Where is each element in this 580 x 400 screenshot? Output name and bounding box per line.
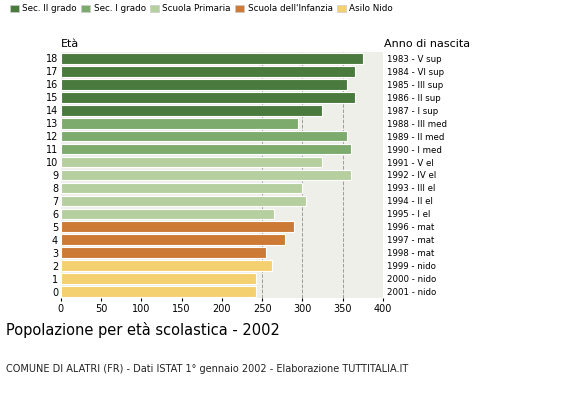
Text: COMUNE DI ALATRI (FR) - Dati ISTAT 1° gennaio 2002 - Elaborazione TUTTITALIA.IT: COMUNE DI ALATRI (FR) - Dati ISTAT 1° ge… [6, 364, 408, 374]
Bar [61, 222, 294, 232]
Bar [61, 208, 274, 219]
Bar [61, 53, 362, 64]
Bar [61, 144, 350, 154]
Bar [61, 79, 347, 90]
Bar [61, 170, 350, 180]
Text: Anno di nascita: Anno di nascita [384, 39, 470, 49]
Bar [61, 92, 354, 103]
Bar [61, 247, 266, 258]
Bar [61, 131, 347, 142]
Bar [61, 273, 256, 284]
Legend: Sec. II grado, Sec. I grado, Scuola Primaria, Scuola dell'Infanzia, Asilo Nido: Sec. II grado, Sec. I grado, Scuola Prim… [10, 4, 393, 13]
Text: Popolazione per età scolastica - 2002: Popolazione per età scolastica - 2002 [6, 322, 280, 338]
Text: Età: Età [61, 39, 79, 49]
Bar [61, 66, 354, 77]
Bar [61, 234, 285, 245]
Bar [61, 157, 322, 167]
Bar [61, 286, 256, 297]
Bar [61, 196, 306, 206]
Bar [61, 105, 322, 116]
Bar [61, 183, 302, 193]
Bar [61, 260, 272, 271]
Bar [61, 118, 298, 128]
